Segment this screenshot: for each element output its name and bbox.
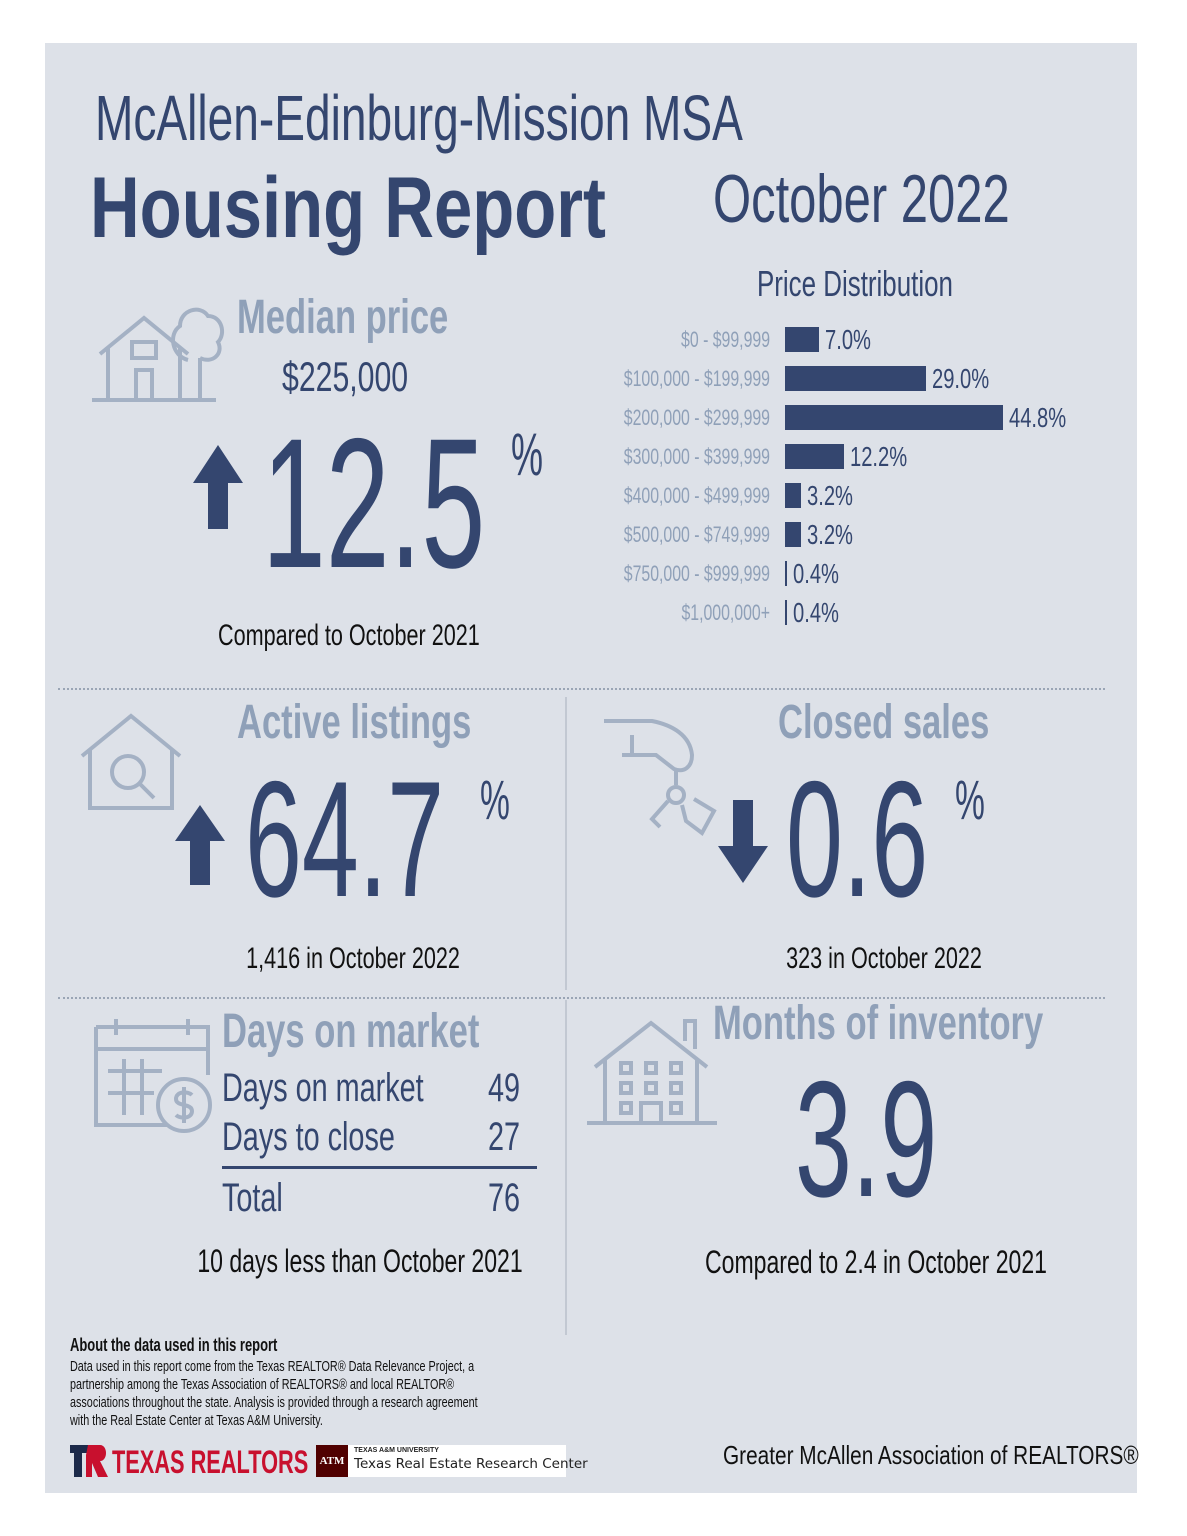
bar: [785, 522, 801, 547]
about-title: About the data used in this report: [70, 1335, 278, 1355]
bar-category-label: $500,000 - $749,999: [623, 522, 770, 547]
bar-category-label: $1,000,000+: [681, 600, 770, 625]
bar: [785, 483, 801, 508]
divider: [565, 697, 567, 990]
bar-category-label: $400,000 - $499,999: [623, 483, 770, 508]
bar: [785, 600, 787, 625]
arrow-up-icon: [193, 445, 243, 529]
house-search-icon: [80, 713, 182, 810]
closed-sales-change: 0.6: [786, 747, 929, 931]
total-value: 76: [488, 1176, 521, 1220]
dtc-row-label: Days to close: [222, 1115, 395, 1159]
median-price-note: Compared to October 2021: [218, 619, 480, 652]
divider: [58, 688, 1105, 690]
dom-row-label: Days on market: [222, 1066, 424, 1110]
divider: [565, 1000, 567, 1335]
about-line: associations throughout the state. Analy…: [70, 1394, 478, 1411]
bar-category-label: $300,000 - $399,999: [623, 444, 770, 469]
dom-row-value: 49: [488, 1066, 521, 1110]
bar: [785, 327, 820, 352]
texas-realtors-mark-icon: [70, 1445, 108, 1477]
percent-sign: %: [511, 421, 544, 488]
report-panel: [45, 43, 1137, 1493]
days-on-market-heading: Days on market: [222, 1005, 480, 1058]
percent-sign: %: [955, 768, 985, 831]
months-inventory-note: Compared to 2.4 in October 2021: [705, 1244, 1047, 1280]
tamu-mark: ATM: [316, 1445, 348, 1477]
divider: [58, 997, 1105, 999]
tamu-center-label: Texas Real Estate Research Center: [354, 1456, 588, 1472]
days-note: 10 days less than October 2021: [197, 1243, 523, 1279]
bar: [785, 561, 787, 586]
bar: [785, 366, 927, 391]
region-title: McAllen-Edinburg-Mission MSA: [95, 82, 743, 154]
arrow-up-icon: [175, 805, 225, 885]
page-title: Housing Report: [90, 160, 606, 256]
active-listings-heading: Active listings: [237, 696, 472, 749]
bar-value-label: 0.4%: [793, 558, 839, 589]
median-price-change: 12.5: [262, 401, 486, 607]
report-period: October 2022: [713, 161, 1010, 237]
active-listings-note: 1,416 in October 2022: [246, 942, 460, 975]
months-inventory-value: 3.9: [795, 1047, 938, 1231]
months-inventory-heading: Months of inventory: [713, 997, 1044, 1050]
arrow-down-icon: [718, 800, 768, 883]
about-line: partnership among the Texas Association …: [70, 1376, 455, 1393]
about-line: with the Real Estate Center at Texas A&M…: [70, 1412, 323, 1429]
bar-value-label: 3.2%: [806, 480, 853, 511]
calendar-dollar-icon: [94, 1019, 212, 1133]
tamu-logo: ATM TEXAS A&M UNIVERSITY Texas Real Esta…: [316, 1445, 588, 1477]
total-label: Total: [222, 1176, 283, 1220]
bar-value-label: 0.4%: [793, 597, 839, 628]
about-line: Data used in this report come from the T…: [70, 1358, 475, 1375]
bar-category-label: $750,000 - $999,999: [623, 561, 770, 586]
bar-value-label: 3.2%: [806, 519, 853, 550]
bar: [785, 444, 845, 469]
closed-sales-heading: Closed sales: [778, 696, 990, 749]
chart-title: Price Distribution: [757, 263, 953, 304]
house-tree-icon: [92, 307, 225, 402]
hand-keys-icon: [604, 719, 717, 836]
bar-value-label: 29.0%: [932, 363, 990, 394]
association-name: Greater McAllen Association of REALTORS®: [723, 1440, 1139, 1470]
median-price-heading: Median price: [237, 291, 449, 344]
active-listings-change: 64.7: [245, 747, 445, 931]
bar-value-label: 12.2%: [850, 441, 908, 472]
dtc-row-value: 27: [488, 1115, 521, 1159]
apartment-building-icon: [587, 1019, 717, 1125]
median-price-value: $225,000: [282, 353, 409, 400]
bar: [785, 405, 1003, 430]
total-rule: [222, 1166, 537, 1169]
bar-category-label: $100,000 - $199,999: [623, 366, 770, 391]
texas-realtors-wordmark: TEXAS REALTORS: [112, 1444, 309, 1480]
percent-sign: %: [480, 768, 510, 831]
closed-sales-note: 323 in October 2022: [786, 942, 982, 975]
bar-category-label: $200,000 - $299,999: [623, 405, 770, 430]
bar-value-label: 44.8%: [1009, 402, 1067, 433]
bar-value-label: 7.0%: [825, 324, 872, 355]
tamu-university-label: TEXAS A&M UNIVERSITY: [354, 1447, 439, 1454]
bar-category-label: $0 - $99,999: [681, 327, 770, 352]
